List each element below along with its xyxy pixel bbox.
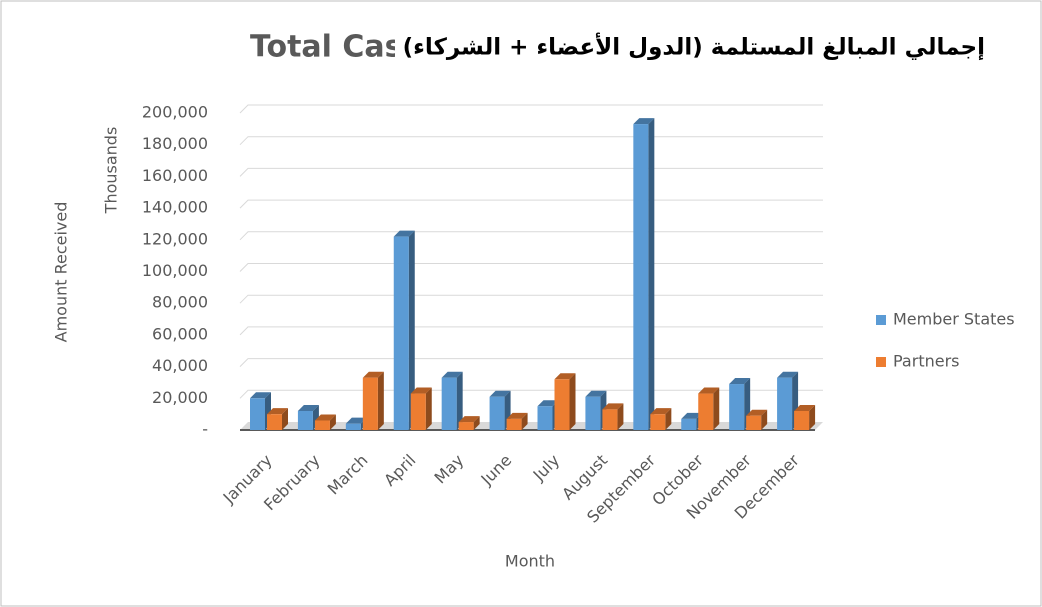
bar-top xyxy=(410,387,432,394)
bar-top xyxy=(441,371,463,378)
grid-line xyxy=(239,104,823,114)
bar-top xyxy=(267,408,288,415)
bar xyxy=(537,406,553,430)
y-tick-label: 100,000 xyxy=(142,261,208,280)
bar-top xyxy=(794,404,816,411)
bar-top xyxy=(345,417,367,424)
bar xyxy=(746,415,762,430)
bar-top xyxy=(729,378,751,385)
bar-top xyxy=(362,371,384,378)
bar xyxy=(458,422,474,430)
bar xyxy=(650,414,666,430)
bar xyxy=(345,423,361,430)
grid-line xyxy=(239,167,823,177)
bar-side xyxy=(761,409,768,430)
y-tick-label: 20,000 xyxy=(152,388,208,407)
y-tick-label: - xyxy=(202,420,208,439)
bar-top xyxy=(506,412,528,419)
grid-line xyxy=(239,294,823,304)
bar-side xyxy=(521,412,528,430)
bar-side xyxy=(648,118,655,430)
y-tick-label: 160,000 xyxy=(142,166,208,185)
y-tick-label: 80,000 xyxy=(152,293,208,312)
bar-side xyxy=(569,373,576,430)
bar xyxy=(681,418,697,430)
bar-top xyxy=(650,408,672,415)
grid-line xyxy=(239,199,823,209)
title-backdrop xyxy=(395,25,995,73)
bar-side xyxy=(408,230,415,430)
bar-side xyxy=(377,371,384,430)
bar-top xyxy=(297,404,319,411)
bar xyxy=(489,396,505,430)
bar xyxy=(267,414,282,430)
bar-top xyxy=(633,118,655,125)
legend-label: Partners xyxy=(893,352,959,371)
bar-side xyxy=(713,387,720,430)
floor xyxy=(240,422,823,430)
bar-side xyxy=(809,404,816,430)
y-tick-label: 40,000 xyxy=(152,356,208,375)
bar-top xyxy=(698,387,720,394)
bar xyxy=(410,393,426,430)
chart-subtitle: إجمالي المبالغ المستلمة (الدول الأعضاء +… xyxy=(403,32,985,61)
bar-side xyxy=(473,416,480,430)
bar-top xyxy=(585,390,607,397)
bar-top xyxy=(777,371,799,378)
bar xyxy=(602,409,618,430)
bar-side xyxy=(617,403,624,430)
bar xyxy=(794,410,810,430)
y-tick-label: 120,000 xyxy=(142,229,208,248)
bar-top xyxy=(489,390,511,397)
grid-line xyxy=(239,136,823,146)
bar-top xyxy=(602,403,624,410)
bar-side xyxy=(425,387,432,430)
bar xyxy=(250,398,265,430)
bar xyxy=(585,396,601,430)
bar-top xyxy=(458,416,480,423)
bar-side xyxy=(282,408,288,430)
legend-swatch xyxy=(876,315,886,325)
bar xyxy=(554,379,570,430)
y-axis-label: Amount Received xyxy=(52,202,71,343)
y-tick-label: 140,000 xyxy=(142,198,208,217)
bar xyxy=(777,377,793,430)
bar xyxy=(633,124,649,430)
bar-top xyxy=(537,400,559,407)
bar xyxy=(698,393,714,430)
legend-swatch xyxy=(876,357,886,367)
y-tick-label: 200,000 xyxy=(142,103,208,122)
bar-top xyxy=(393,230,415,237)
bar xyxy=(393,236,409,430)
grid-line xyxy=(239,389,823,399)
bar-top xyxy=(250,392,271,399)
bar xyxy=(314,420,330,430)
x-axis-label: Month xyxy=(505,552,555,571)
bar-side xyxy=(456,371,463,430)
bar-top xyxy=(681,412,703,419)
grid-line xyxy=(239,358,823,367)
grid-line xyxy=(239,326,823,336)
y-axis-unit: Thousands xyxy=(102,127,121,215)
bar xyxy=(729,384,745,430)
legend-label: Member States xyxy=(893,310,1015,329)
chart-title: Total Cas xyxy=(250,30,403,65)
grid-line xyxy=(239,231,823,241)
bar-side xyxy=(329,414,336,430)
bar xyxy=(441,377,457,430)
bar xyxy=(297,410,313,430)
bar-top xyxy=(554,373,576,380)
bar-top xyxy=(746,409,768,416)
bar xyxy=(362,377,378,430)
y-tick-label: 60,000 xyxy=(152,324,208,343)
bar-top xyxy=(314,414,336,421)
bar xyxy=(506,418,522,430)
grid-line xyxy=(239,263,823,272)
y-tick-label: 180,000 xyxy=(142,134,208,153)
bar-side xyxy=(665,408,672,430)
